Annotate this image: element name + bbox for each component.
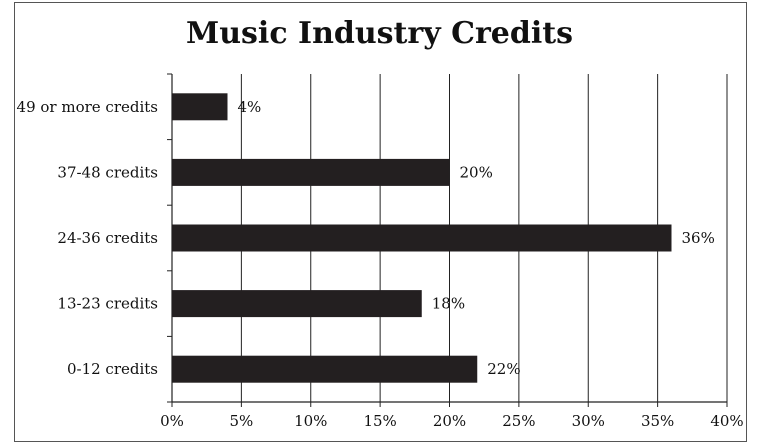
x-tick-label: 35% bbox=[641, 412, 674, 430]
x-tick-label: 15% bbox=[363, 412, 396, 430]
data-label: 4% bbox=[238, 98, 262, 116]
category-label: 13-23 credits bbox=[57, 295, 158, 313]
x-tick-label: 0% bbox=[160, 412, 184, 430]
x-tick-label: 30% bbox=[572, 412, 605, 430]
x-tick-label: 10% bbox=[294, 412, 327, 430]
category-label: 24-36 credits bbox=[57, 229, 158, 247]
data-label: 20% bbox=[460, 163, 493, 181]
bar-49-or-more-credits bbox=[172, 93, 228, 121]
bar-0-12-credits bbox=[172, 355, 478, 383]
x-tick-label: 40% bbox=[710, 412, 743, 430]
bar-37-48-credits bbox=[172, 158, 450, 186]
data-label: 36% bbox=[682, 229, 715, 247]
x-tick-label: 20% bbox=[433, 412, 466, 430]
chart-title: Music Industry Credits bbox=[186, 16, 573, 51]
category-label: 0-12 credits bbox=[67, 360, 158, 378]
data-label: 22% bbox=[487, 360, 520, 378]
x-tick-label: 25% bbox=[502, 412, 535, 430]
data-label: 18% bbox=[432, 295, 465, 313]
category-label: 37-48 credits bbox=[57, 163, 158, 181]
x-tick-label: 5% bbox=[229, 412, 253, 430]
bar-24-36-credits bbox=[172, 224, 672, 252]
category-label: 49 or more credits bbox=[17, 98, 158, 116]
bar-13-23-credits bbox=[172, 290, 422, 318]
